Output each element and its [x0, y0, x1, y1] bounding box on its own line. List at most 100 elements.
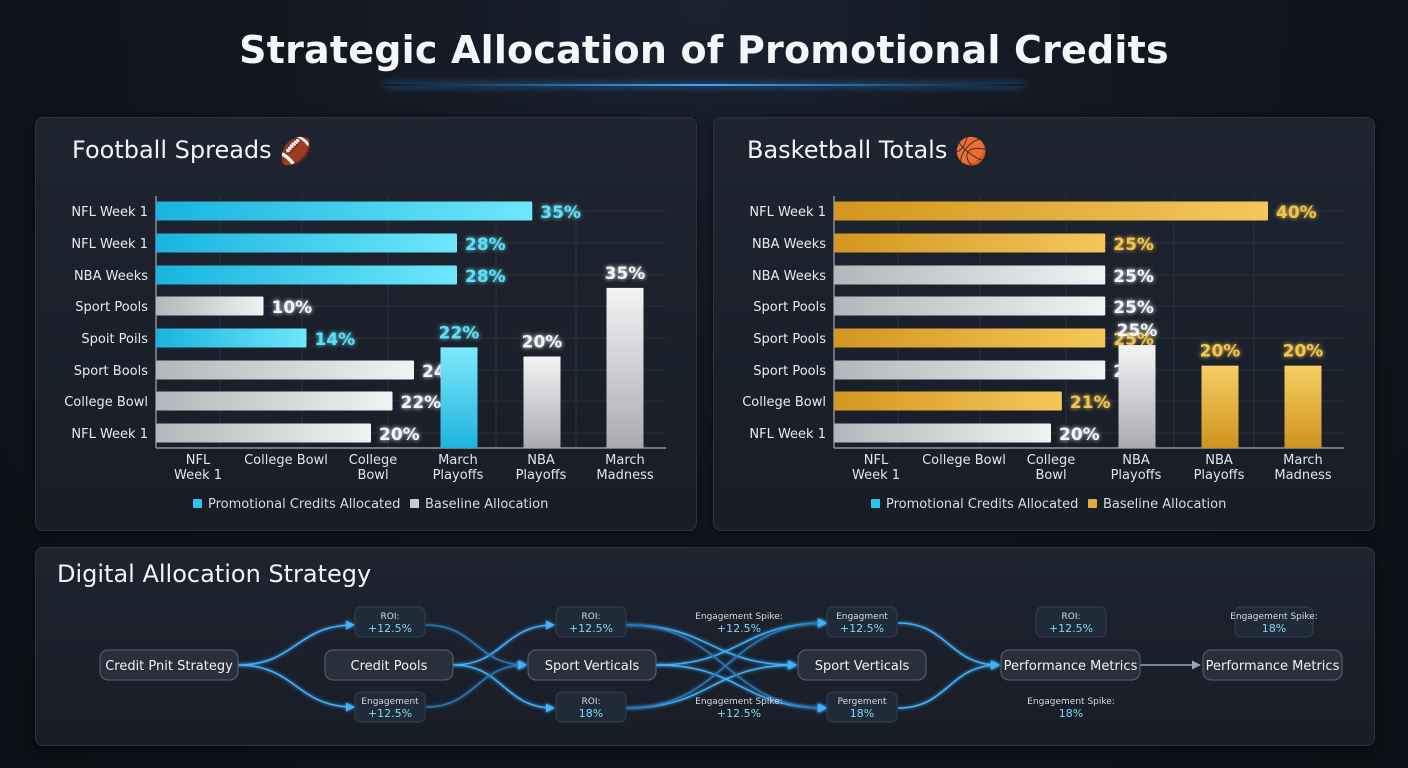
flow-node-label-0: Credit Pnit Strategy [105, 659, 233, 674]
bar-h-label-7: NFL Week 1 [749, 427, 826, 442]
x-tick-label-2: College Bowl [349, 453, 398, 483]
bar-h-value-7: 20% [1059, 425, 1100, 445]
bar-h-label-1: NBA Weeks [752, 237, 826, 252]
bar-h-label-2: NBA Weeks [752, 269, 826, 284]
legend-label-1: Baseline Allocation [425, 497, 548, 512]
badge-box-3 [555, 691, 627, 723]
bar-h-label-4: Sport Pools [753, 332, 826, 347]
football-panel: Football Spreads 🏈 NFL Week 1 35% NFL Week … [35, 117, 697, 531]
badge-value-3: 18% [579, 707, 603, 720]
x-tick-label-0: NFL Week 1 [852, 453, 900, 483]
flow-edge-0 [237, 620, 355, 666]
football-panel-title: Football Spreads 🏈 [72, 136, 312, 167]
badge-value-1: +12.5% [368, 707, 412, 720]
legend-label-1: Baseline Allocation [1103, 497, 1226, 512]
flow-edge-14 [625, 618, 827, 709]
bar-h-label-4: Spoit Poils [81, 332, 148, 347]
bar-h-label-5: Sport Bools [74, 364, 148, 379]
flow-panel: Digital Allocation Strategy Credit Pnit … [35, 547, 1375, 746]
flow-edge-7 [425, 660, 527, 708]
flow-edge-5 [452, 664, 555, 713]
x-tick-label-4: NBA Playoffs [516, 453, 567, 483]
badge-value-7: 18% [850, 707, 874, 720]
bar-h-value-2: 28% [465, 267, 506, 287]
flow-diagram: Credit Pnit Strategy Credit Pools Sport Ve… [64, 606, 1343, 723]
bar-h-value-1: 28% [465, 235, 506, 255]
flow-edge-4 [452, 620, 555, 666]
basketball-panel-title: Basketball Totals 🏀 [747, 136, 988, 167]
bar-v-1 [523, 356, 561, 448]
bar-v-value-0: 22% [439, 323, 480, 343]
bar-h-label-3: Sport Pools [75, 300, 148, 315]
flow-edges [64, 618, 1201, 713]
bar-h-2 [834, 265, 1106, 285]
bar-h-value-0: 40% [1276, 203, 1317, 223]
football-title-text: Football Spreads [72, 136, 272, 164]
x-tick-label-5: March Madness [596, 453, 653, 483]
badge-value-4: +12.5% [717, 622, 761, 635]
basketball-panel: Basketball Totals 🏀 NFL Week 1 40% NBA Week… [713, 117, 1375, 531]
flow-edge-6 [425, 624, 527, 670]
bar-h-7 [834, 423, 1051, 443]
x-tick-label-5: March Madness [1274, 453, 1331, 483]
bar-h-label-5: Sport Pools [753, 364, 826, 379]
flow-edge-13 [625, 624, 827, 713]
bar-h-3 [156, 296, 264, 316]
flow-node-4 [1000, 649, 1141, 681]
flow-node-label-4: Performance Metrics [1004, 659, 1138, 674]
legend-swatch-1 [410, 499, 419, 508]
badge-value-8: +12.5% [1049, 622, 1093, 635]
bar-h-value-0: 35% [540, 203, 581, 223]
badge-label-3: ROI: [581, 697, 600, 707]
badge-label-9: Engagement Spike: [1027, 697, 1115, 707]
bar-h-label-6: College Bowl [64, 395, 148, 410]
badge-value-9: 18% [1059, 707, 1083, 720]
bar-v-value-1: 20% [522, 333, 563, 353]
flow-node-label-5: Performance Metrics [1206, 659, 1340, 674]
title-underline [384, 84, 1024, 86]
bar-h-label-1: NFL Week 1 [71, 237, 148, 252]
legend-swatch-0 [193, 499, 202, 508]
bar-h-value-2: 25% [1113, 267, 1154, 287]
badge-value-0: +12.5% [368, 622, 412, 635]
flow-node-3 [797, 649, 927, 681]
bar-h-value-7: 20% [379, 425, 420, 445]
flow-node-label-1: Credit Pools [351, 659, 428, 674]
flow-edge-16 [897, 622, 1000, 670]
flow-node-5 [1202, 649, 1343, 681]
bar-h-3 [834, 296, 1106, 316]
legend-label-0: Promotional Credits Allocated [886, 497, 1078, 512]
badge-value-2: +12.5% [569, 622, 613, 635]
flow-node-label-2: Sport Verticals [545, 659, 640, 674]
bar-h-6 [156, 391, 393, 411]
badge-box-1 [354, 691, 426, 723]
basketball-icon: 🏀 [955, 137, 988, 167]
bar-v-1 [1201, 365, 1239, 448]
badge-box-0 [354, 606, 426, 638]
flow-node-1 [324, 649, 454, 681]
flow-edge-17 [897, 660, 1000, 709]
badge-box-6 [826, 606, 898, 638]
badge-label-5: Engagement Spike: [695, 697, 783, 707]
bar-h-1 [156, 233, 457, 253]
badge-box-2 [555, 606, 627, 638]
badge-label-2: ROI: [581, 612, 600, 622]
x-tick-label-2: College Bowl [1027, 453, 1076, 483]
flow-node-2 [527, 649, 657, 681]
x-tick-label-3: March Playoffs [433, 453, 484, 483]
bar-h-label-0: NFL Week 1 [749, 205, 826, 220]
bar-h-label-0: NFL Week 1 [71, 205, 148, 220]
basketball-title-text: Basketball Totals [747, 136, 948, 164]
bar-h-2 [156, 265, 457, 285]
bar-h-value-6: 21% [1070, 393, 1111, 413]
football-chart: NFL Week 1 35% NFL Week 1 28% NBA Weeks 28% Sp… [64, 196, 666, 512]
badge-label-7: Pergement [838, 697, 887, 707]
bar-h-7 [156, 423, 371, 443]
legend-label-0: Promotional Credits Allocated [208, 497, 400, 512]
badge-label-6: Engagment [836, 612, 888, 622]
badge-box-8 [1035, 606, 1107, 638]
bar-v-2 [606, 287, 644, 448]
badge-box-10 [1234, 606, 1314, 638]
flow-panel-title: Digital Allocation Strategy [57, 560, 372, 588]
x-tick-label-0: NFL Week 1 [174, 453, 222, 483]
